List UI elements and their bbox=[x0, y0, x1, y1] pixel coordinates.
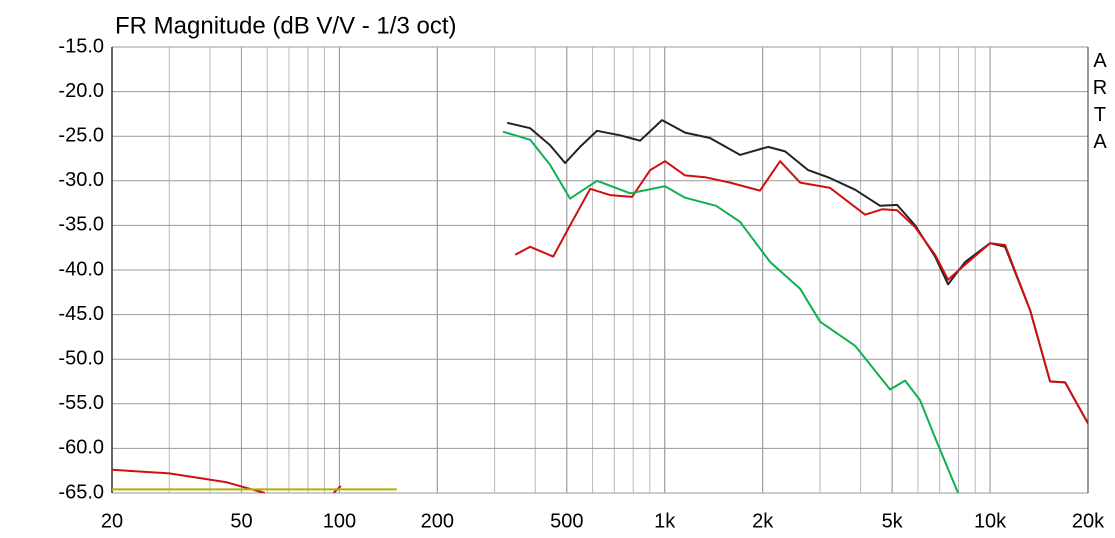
y-tick-label: -20.0 bbox=[58, 80, 104, 102]
y-tick-label: -55.0 bbox=[58, 392, 104, 414]
y-tick-label: -50.0 bbox=[58, 347, 104, 369]
x-tick-label: 100 bbox=[323, 510, 356, 532]
x-tick-label: 2k bbox=[752, 510, 774, 532]
x-tick-label: 1k bbox=[654, 510, 676, 532]
x-tick-label: 20k bbox=[1072, 510, 1105, 532]
x-tick-label: 10k bbox=[974, 510, 1007, 532]
y-tick-label: -65.0 bbox=[58, 481, 104, 503]
y-tick-label: -45.0 bbox=[58, 303, 104, 325]
x-tick-label: 500 bbox=[550, 510, 583, 532]
x-tick-label: 5k bbox=[882, 510, 904, 532]
y-tick-label: -30.0 bbox=[58, 169, 104, 191]
y-tick-label: -40.0 bbox=[58, 258, 104, 280]
series-line bbox=[112, 468, 266, 493]
x-tick-label: 50 bbox=[230, 510, 252, 532]
series-line bbox=[514, 160, 1088, 424]
y-tick-label: -25.0 bbox=[58, 124, 104, 146]
y-tick-label: -15.0 bbox=[58, 35, 104, 57]
x-tick-label: 200 bbox=[421, 510, 454, 532]
y-tick-label: -35.0 bbox=[58, 214, 104, 236]
chart-title: FR Magnitude (dB V/V - 1/3 oct) bbox=[115, 12, 456, 39]
x-tick-label: 20 bbox=[101, 510, 123, 532]
y-tick-label: -60.0 bbox=[58, 437, 104, 459]
series-line bbox=[502, 130, 960, 493]
series-line bbox=[506, 119, 1088, 424]
